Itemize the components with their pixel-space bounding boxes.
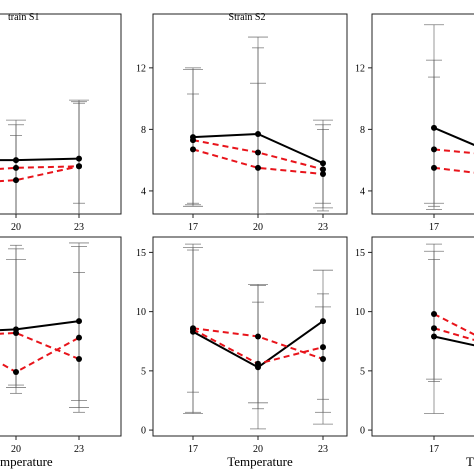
x-tick-label: 20 [253,222,263,233]
series-line-dashed [433,148,474,155]
panel-plot-area [424,243,474,414]
y-tick-label: 15 [355,248,365,259]
data-point [320,160,326,167]
series-line-dashed [192,148,324,175]
data-point [76,334,82,341]
panel-6: 17 0 5 10 15 [355,236,474,455]
data-point [76,155,82,162]
data-point [76,163,82,170]
panel-4: 20 23 [0,236,122,455]
panel-title-s1: train S1 [8,12,39,23]
panel-plot-area [424,24,474,210]
panel-2: 17 20 23 4 8 12 [136,13,348,233]
data-point [13,329,19,336]
y-tick-label: 0 [141,426,146,437]
data-point [431,164,437,171]
x-tick-label: 17 [429,444,439,455]
data-point [76,318,82,325]
data-point [255,360,261,367]
x-axis-label: Temperature [227,454,293,469]
series-line-dashed [433,166,474,174]
data-point [431,325,437,332]
x-tick-label: 17 [188,444,198,455]
y-tick-label: 0 [360,426,365,437]
series-line-solid [0,320,80,332]
x-tick-label: 23 [318,222,328,233]
data-point [320,166,326,173]
y-tick-label: 12 [136,63,146,74]
data-point [190,137,196,144]
panel-5: 17 20 23 0 5 10 15 [136,236,348,455]
data-point [13,157,19,164]
y-tick-label: 15 [136,248,146,259]
y-tick-label: 10 [355,307,365,318]
panel-frame [371,236,474,437]
y-tick-label: 4 [141,186,146,197]
data-point [255,164,261,171]
panel-frame [0,13,122,215]
x-tick-label: 20 [253,444,263,455]
series-line-solid [433,126,474,146]
y-tick-label: 8 [360,125,365,136]
x-tick-label: 17 [429,222,439,233]
panel-frame [371,13,474,215]
series-line-dashed [433,327,474,341]
series-line-dashed [192,139,324,171]
data-point [320,318,326,325]
panel-title-s2: Strain S2 [229,12,266,23]
series-line-dashed [0,165,80,183]
y-tick-label: 10 [136,307,146,318]
series-line-dashed [0,331,80,360]
data-point [431,124,437,131]
data-point [320,171,326,177]
data-point [76,356,82,363]
x-tick-label: 23 [74,444,84,455]
data-point [255,131,261,137]
x-tick-label: 23 [318,444,328,455]
data-point [431,333,437,340]
data-point [13,164,19,171]
panel-plot-area [0,99,89,214]
data-point [320,356,326,363]
panel-frame [152,236,348,437]
data-point [320,344,326,351]
x-axis-label-right-partial: T [466,454,474,469]
series-line-dashed [0,165,80,170]
data-point [431,310,437,317]
data-point [255,333,261,340]
x-tick-label: 20 [11,444,21,455]
panel-1: 20 23 [0,13,122,233]
panel-frame [0,236,122,437]
panel-plot-area [0,242,89,413]
x-tick-label: 23 [74,222,84,233]
y-tick-label: 5 [360,366,365,377]
x-axis-label-left-partial: mperature [0,454,53,469]
series-line-solid [433,335,474,347]
data-point [190,326,196,333]
panel-plot-area [183,36,333,214]
data-point [255,149,261,156]
data-point [431,146,437,153]
series-line-dashed [433,313,474,336]
panel-frame [152,13,348,215]
data-point [13,369,19,376]
y-tick-label: 5 [141,366,146,377]
y-tick-label: 12 [355,63,365,74]
x-tick-label: 17 [188,222,198,233]
x-tick-label: 20 [11,222,21,233]
y-tick-label: 4 [360,186,365,197]
y-tick-label: 8 [141,125,146,136]
data-point [190,146,196,153]
panel-3: 17 4 8 12 [355,13,474,233]
data-point [13,177,19,184]
series-line-solid [0,157,80,162]
panel-plot-area [183,243,333,430]
